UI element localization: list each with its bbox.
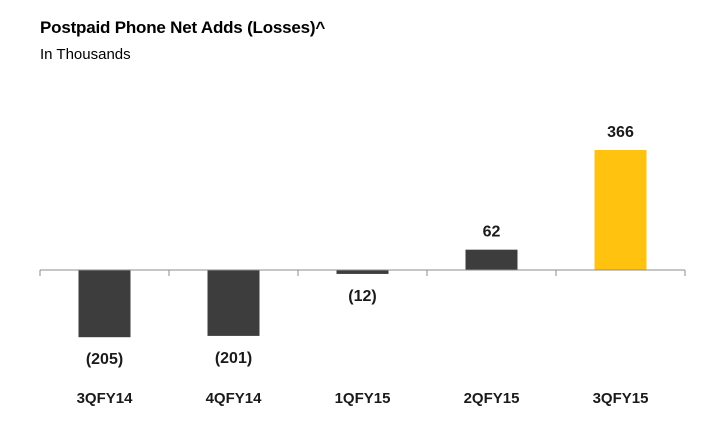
chart-title: Postpaid Phone Net Adds (Losses)^: [40, 18, 326, 37]
bar-3qfy15: [594, 150, 647, 270]
chart-subtitle: In Thousands: [40, 46, 131, 63]
axis-ticks-group: [39, 270, 686, 276]
x-tick-label: 2QFY15: [464, 390, 520, 407]
data-label: (205): [86, 351, 123, 368]
labels-group: (205) 3QFY14 (201) 4QFY14 (12) 1QFY15 62 2QFY15…: [77, 124, 649, 407]
data-label: (12): [348, 288, 376, 305]
bar-3qfy14: [78, 270, 131, 338]
x-tick-label: 4QFY14: [206, 390, 263, 407]
bar-1qfy15: [336, 270, 389, 274]
bar-2qfy15: [465, 249, 518, 270]
x-tick-label: 3QFY14: [77, 390, 134, 407]
bar-4qfy14: [207, 270, 260, 336]
x-tick-label: 1QFY15: [335, 390, 391, 407]
x-tick-label: 3QFY15: [593, 390, 649, 407]
data-label: 62: [483, 224, 501, 241]
bars-group: [78, 150, 647, 338]
data-label: 366: [607, 124, 634, 141]
data-label: (201): [215, 350, 252, 367]
